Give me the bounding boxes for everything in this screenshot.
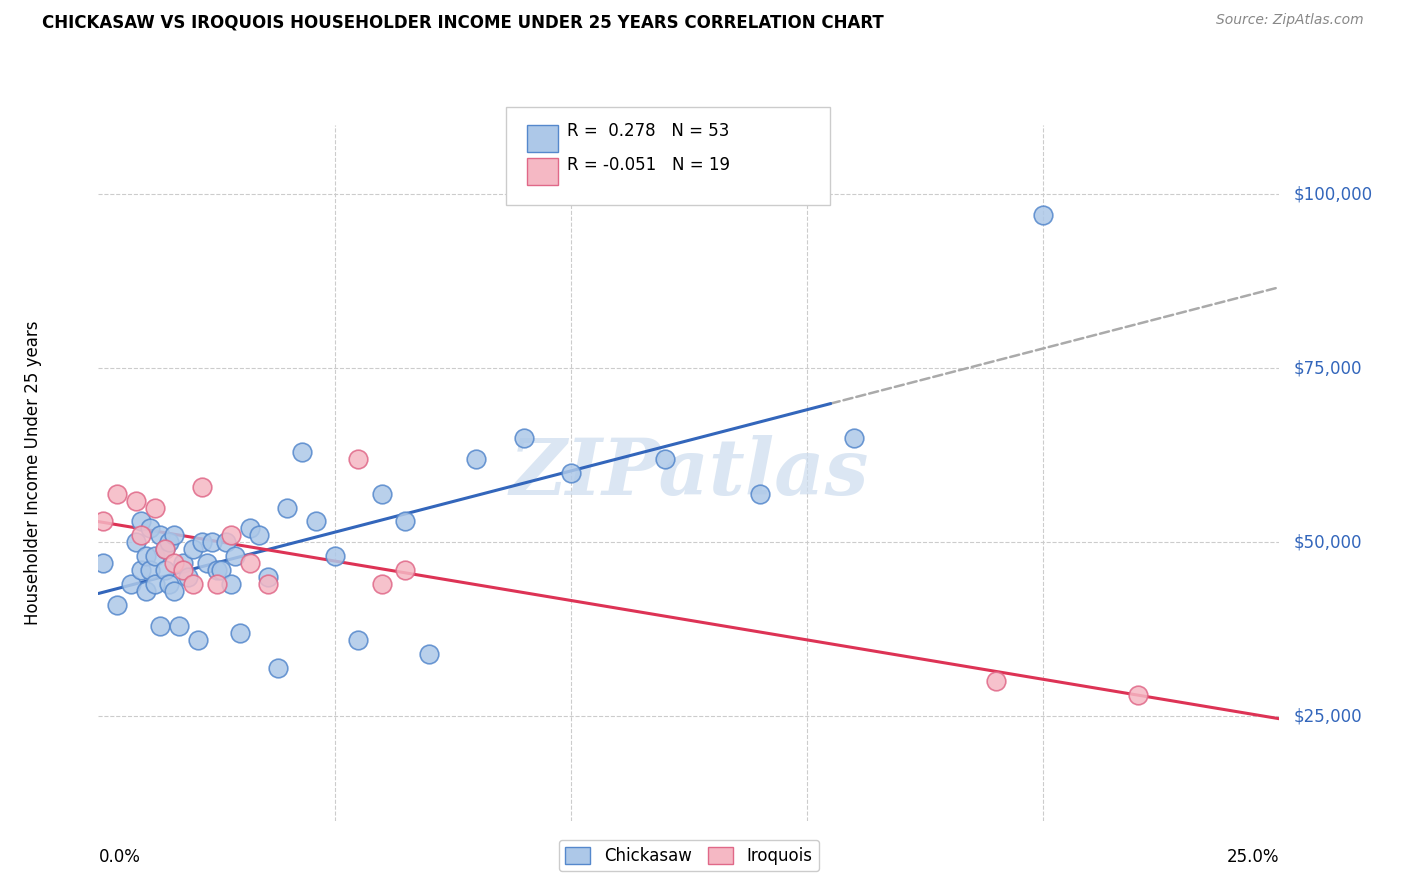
Point	[276, 500, 298, 515]
Point	[205, 577, 228, 591]
Point	[418, 647, 440, 661]
Point	[91, 515, 114, 529]
Point	[143, 500, 166, 515]
Point	[149, 528, 172, 542]
Point	[371, 486, 394, 500]
Point	[177, 570, 200, 584]
Point	[209, 563, 232, 577]
Point	[229, 625, 252, 640]
Point	[121, 577, 143, 591]
Point	[347, 632, 370, 647]
Point	[290, 445, 312, 459]
Point	[239, 556, 262, 570]
Point	[105, 598, 128, 612]
Point	[91, 556, 114, 570]
Text: $75,000: $75,000	[1294, 359, 1362, 377]
Point	[219, 528, 242, 542]
Point	[205, 563, 228, 577]
Point	[257, 570, 280, 584]
Point	[191, 480, 214, 494]
Point	[984, 674, 1007, 689]
Point	[125, 493, 148, 508]
Point	[191, 535, 214, 549]
Point	[163, 556, 186, 570]
Point	[105, 486, 128, 500]
Point	[181, 577, 204, 591]
Point	[157, 535, 180, 549]
Point	[143, 549, 166, 564]
Point	[201, 535, 224, 549]
Text: CHICKASAW VS IROQUOIS HOUSEHOLDER INCOME UNDER 25 YEARS CORRELATION CHART: CHICKASAW VS IROQUOIS HOUSEHOLDER INCOME…	[42, 13, 884, 31]
Point	[219, 577, 242, 591]
Point	[224, 549, 246, 564]
Point	[305, 515, 328, 529]
Point	[163, 584, 186, 599]
Point	[560, 466, 582, 480]
Point	[153, 563, 176, 577]
Point	[139, 521, 162, 535]
Point	[135, 549, 157, 564]
Text: 25.0%: 25.0%	[1227, 848, 1279, 866]
Point	[239, 521, 262, 535]
Text: $100,000: $100,000	[1294, 186, 1372, 203]
Point	[371, 577, 394, 591]
Point	[1032, 208, 1054, 222]
Point	[347, 451, 370, 466]
Point	[153, 542, 176, 557]
Point	[129, 563, 152, 577]
Text: 0.0%: 0.0%	[98, 848, 141, 866]
Point	[654, 451, 676, 466]
Point	[195, 556, 218, 570]
Point	[465, 451, 488, 466]
Point	[257, 577, 280, 591]
Point	[215, 535, 238, 549]
Point	[394, 563, 416, 577]
Point	[172, 556, 194, 570]
Point	[394, 515, 416, 529]
Point	[163, 528, 186, 542]
Point	[247, 528, 270, 542]
Point	[267, 660, 290, 674]
Point	[172, 563, 194, 577]
Point	[143, 577, 166, 591]
Point	[153, 542, 176, 557]
Point	[1126, 689, 1149, 703]
Point	[129, 515, 152, 529]
Point	[844, 431, 866, 445]
Point	[187, 632, 209, 647]
Text: $25,000: $25,000	[1294, 707, 1362, 725]
Point	[748, 486, 770, 500]
Point	[167, 619, 190, 633]
Text: Source: ZipAtlas.com: Source: ZipAtlas.com	[1216, 13, 1364, 28]
Text: R = -0.051   N = 19: R = -0.051 N = 19	[567, 156, 730, 174]
Point	[157, 577, 180, 591]
Legend: Chickasaw, Iroquois: Chickasaw, Iroquois	[558, 840, 820, 871]
Text: $50,000: $50,000	[1294, 533, 1362, 551]
Point	[512, 431, 534, 445]
Point	[125, 535, 148, 549]
Text: Householder Income Under 25 years: Householder Income Under 25 years	[24, 320, 42, 625]
Point	[181, 542, 204, 557]
Text: R =  0.278   N = 53: R = 0.278 N = 53	[567, 122, 728, 140]
Point	[139, 563, 162, 577]
Point	[323, 549, 346, 564]
Point	[129, 528, 152, 542]
Text: ZIPatlas: ZIPatlas	[509, 434, 869, 511]
Point	[149, 619, 172, 633]
Point	[135, 584, 157, 599]
